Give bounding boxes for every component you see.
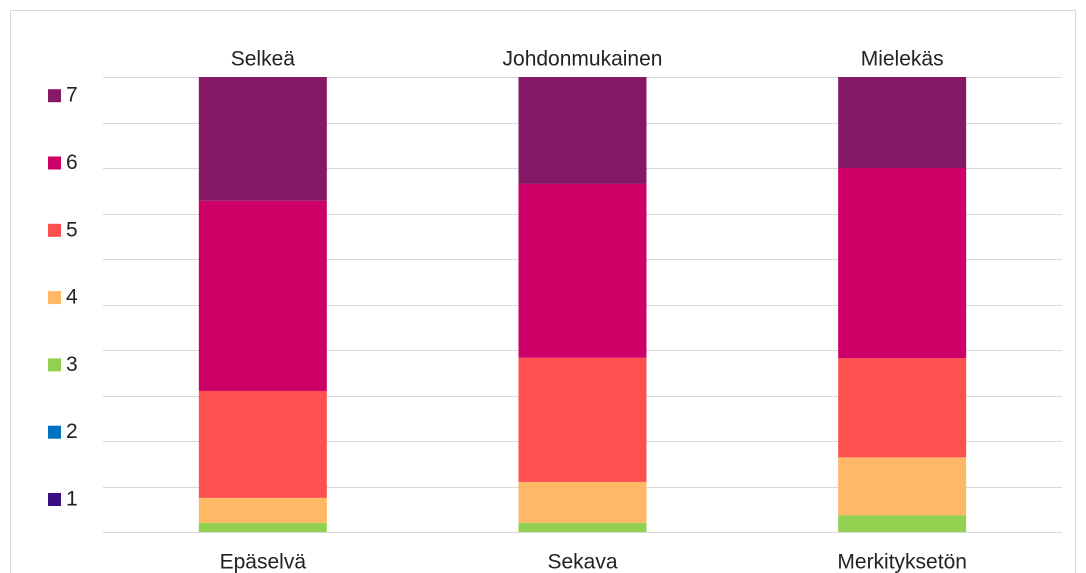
- legend-swatch: [48, 358, 61, 372]
- bar-segment: [518, 481, 647, 523]
- legend-label: 6: [66, 151, 78, 174]
- bottom-label: Sekava: [547, 551, 617, 573]
- bottom-label: Epäselvä: [220, 551, 307, 573]
- legend-swatch: [48, 156, 61, 170]
- bottom-label: Merkityksetön: [837, 551, 967, 573]
- bar-segment: [198, 77, 327, 201]
- bar-segment: [198, 522, 327, 532]
- bar-segment: [518, 522, 647, 532]
- legend-label: 4: [66, 286, 78, 309]
- top-label: Johdonmukainen: [503, 48, 663, 71]
- legend-label: 5: [66, 218, 78, 241]
- legend-label: 3: [66, 353, 78, 376]
- chart-border: [10, 10, 1076, 573]
- bar-segment: [838, 168, 967, 359]
- legend-label: 1: [66, 488, 78, 511]
- bar-segment: [518, 183, 647, 358]
- legend-label: 7: [66, 84, 78, 107]
- legend-swatch: [48, 223, 61, 237]
- bar-segment: [838, 77, 967, 168]
- legend-swatch: [48, 89, 61, 103]
- bar-segment: [838, 457, 967, 516]
- bar-segment: [198, 200, 327, 391]
- bar-segment: [838, 515, 967, 532]
- bar-segment: [518, 357, 647, 482]
- legend-label: 2: [66, 420, 78, 443]
- top-label: Selkeä: [231, 48, 296, 71]
- legend-swatch: [48, 493, 61, 506]
- legend-swatch: [48, 425, 61, 439]
- top-label: Mielekäs: [861, 48, 944, 71]
- bar-segment: [198, 497, 327, 523]
- legend-swatch: [48, 291, 61, 305]
- bar-segment: [518, 77, 647, 184]
- bar-segment: [198, 390, 327, 498]
- bar-segment: [838, 358, 967, 458]
